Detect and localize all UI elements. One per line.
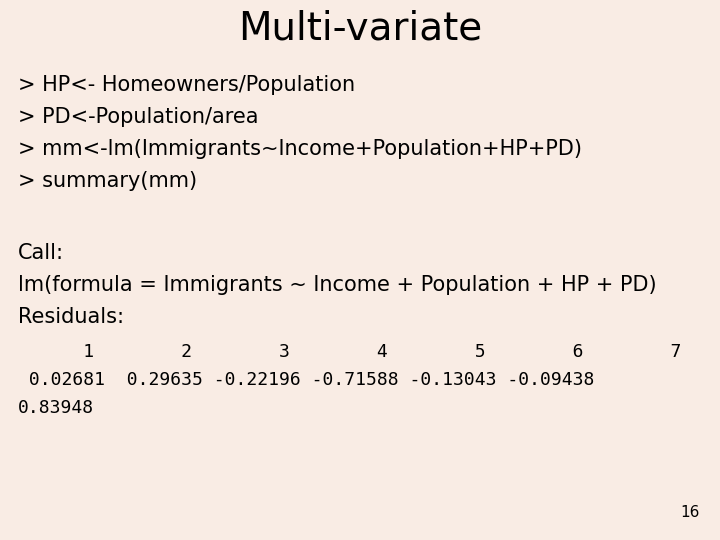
- Text: 1        2        3        4        5        6        7: 1 2 3 4 5 6 7: [18, 343, 681, 361]
- Text: Call:: Call:: [18, 243, 64, 263]
- Text: 16: 16: [680, 505, 700, 520]
- Text: > PD<-Population/area: > PD<-Population/area: [18, 107, 258, 127]
- Text: Multi-variate: Multi-variate: [238, 10, 482, 48]
- Text: lm(formula = Immigrants ~ Income + Population + HP + PD): lm(formula = Immigrants ~ Income + Popul…: [18, 275, 657, 295]
- Text: > HP<- Homeowners/Population: > HP<- Homeowners/Population: [18, 75, 355, 95]
- Text: 0.02681  0.29635 -0.22196 -0.71588 -0.13043 -0.09438: 0.02681 0.29635 -0.22196 -0.71588 -0.130…: [18, 371, 595, 389]
- Text: > summary(mm): > summary(mm): [18, 171, 197, 191]
- Text: > mm<-lm(Immigrants~Income+Population+HP+PD): > mm<-lm(Immigrants~Income+Population+HP…: [18, 139, 582, 159]
- Text: Residuals:: Residuals:: [18, 307, 124, 327]
- Text: 0.83948: 0.83948: [18, 399, 94, 417]
